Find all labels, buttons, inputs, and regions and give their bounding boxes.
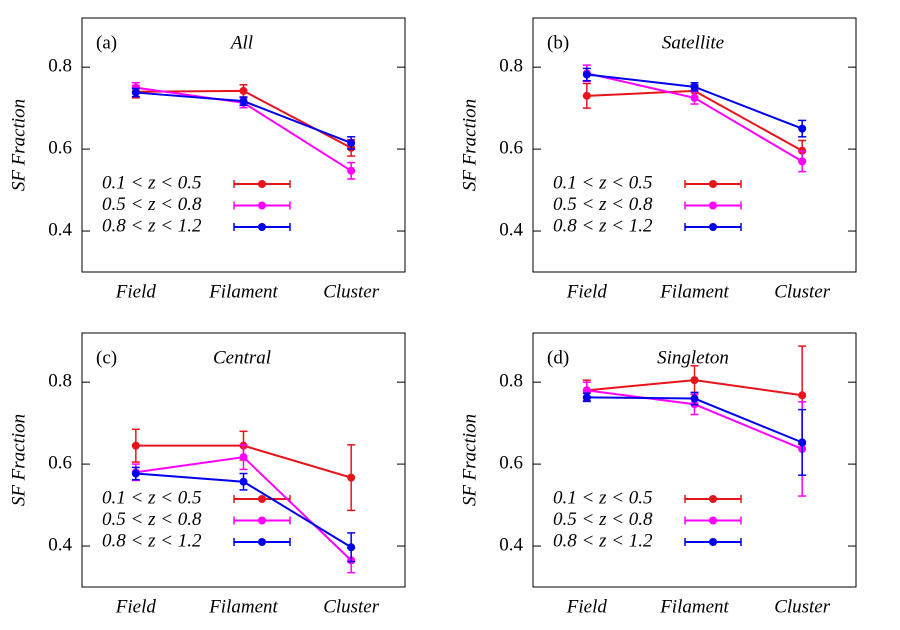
data-point [690, 376, 699, 385]
x-tick-label: Filament [659, 281, 729, 302]
legend-marker [258, 223, 266, 231]
x-tick-label: Filament [208, 596, 278, 617]
x-tick-label: Field [115, 596, 157, 617]
data-point [582, 386, 591, 395]
panel-title: Central [213, 347, 271, 368]
y-tick-label: 0.4 [499, 219, 523, 240]
x-tick-label: Field [566, 596, 608, 617]
data-point [239, 453, 248, 462]
y-axis-label: SF Fraction [459, 414, 480, 506]
legend-label: 0.5 < z < 0.8 [102, 194, 202, 215]
legend-marker [709, 495, 717, 503]
y-axis-label: SF Fraction [8, 99, 29, 191]
x-tick-label: Cluster [774, 281, 831, 302]
y-tick-label: 0.6 [48, 137, 72, 158]
x-tick-label: Field [115, 281, 157, 302]
legend-label: 0.8 < z < 1.2 [102, 215, 202, 236]
panel-title: Satellite [662, 32, 724, 53]
data-point [347, 138, 356, 147]
legend-marker [709, 223, 717, 231]
data-point [347, 543, 356, 552]
legend-marker [709, 538, 717, 546]
data-point [690, 82, 699, 91]
y-tick-label: 0.8 [499, 371, 523, 392]
data-point [239, 86, 248, 95]
data-point [690, 93, 699, 102]
y-tick-label: 0.6 [499, 137, 523, 158]
data-point [239, 477, 248, 486]
panel-label: (c) [96, 347, 117, 368]
y-tick-label: 0.4 [48, 219, 72, 240]
y-tick-label: 0.4 [48, 534, 72, 555]
legend-label: 0.1 < z < 0.5 [553, 172, 653, 193]
legend-label: 0.5 < z < 0.8 [102, 509, 202, 530]
legend-label: 0.8 < z < 1.2 [553, 215, 653, 236]
panel-label: (d) [547, 347, 569, 368]
panel-title: Singleton [657, 347, 729, 368]
x-tick-label: Filament [208, 281, 278, 302]
legend-label: 0.8 < z < 1.2 [553, 530, 653, 551]
legend-marker [258, 516, 266, 525]
legend-label: 0.1 < z < 0.5 [102, 172, 202, 193]
data-point [798, 124, 807, 133]
data-point [131, 469, 140, 478]
plot-frame [532, 332, 857, 588]
plot-frame [81, 332, 406, 588]
y-axis-label: SF Fraction [459, 99, 480, 191]
legend-marker [258, 180, 266, 188]
y-tick-label: 0.8 [499, 56, 523, 77]
data-point [798, 438, 807, 447]
legend-label: 0.5 < z < 0.8 [553, 509, 653, 530]
data-point [798, 157, 807, 166]
legend-label: 0.5 < z < 0.8 [553, 194, 653, 215]
x-tick-label: Filament [659, 596, 729, 617]
y-tick-label: 0.8 [48, 56, 72, 77]
legend-marker [258, 538, 266, 546]
data-point [690, 394, 699, 403]
y-tick-label: 0.6 [48, 452, 72, 473]
data-point [131, 88, 140, 97]
legend-marker [709, 516, 717, 525]
legend-marker [709, 201, 717, 210]
data-point [347, 166, 356, 175]
x-tick-label: Cluster [323, 281, 380, 302]
data-point [582, 393, 591, 402]
y-axis-label: SF Fraction [8, 414, 29, 506]
x-tick-label: Cluster [323, 596, 380, 617]
plot-frame [532, 17, 857, 273]
plot-frame [81, 17, 406, 273]
legend-label: 0.1 < z < 0.5 [102, 487, 202, 508]
y-tick-label: 0.8 [48, 371, 72, 392]
y-tick-label: 0.4 [499, 534, 523, 555]
data-point [239, 97, 248, 106]
legend-marker [258, 201, 266, 210]
legend-marker [709, 180, 717, 188]
panel-title: All [229, 32, 253, 53]
legend-label: 0.1 < z < 0.5 [553, 487, 653, 508]
data-point [582, 91, 591, 100]
data-point [347, 473, 356, 482]
legend-label: 0.8 < z < 1.2 [102, 530, 202, 551]
panel-label: (b) [547, 32, 569, 53]
legend-marker [258, 495, 266, 503]
y-tick-label: 0.6 [499, 452, 523, 473]
data-point [582, 70, 591, 79]
x-tick-label: Cluster [774, 596, 831, 617]
panel-label: (a) [96, 32, 117, 53]
x-tick-label: Field [566, 281, 608, 302]
data-point [131, 441, 140, 450]
data-point [798, 391, 807, 400]
